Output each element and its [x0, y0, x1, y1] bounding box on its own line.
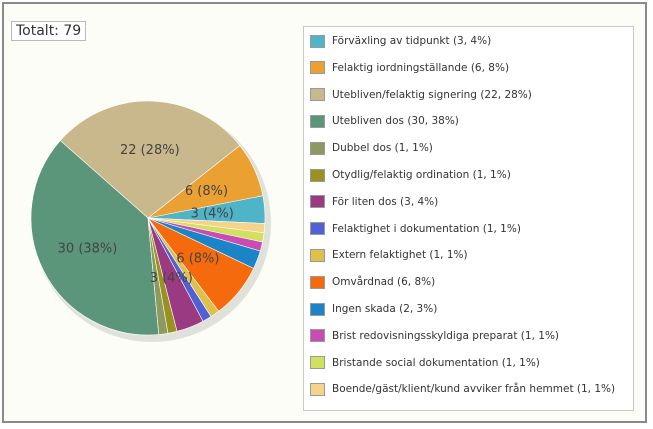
- legend-swatch-4: [310, 114, 325, 128]
- legend-label-3: Utebliven/felaktig signering (22, 28%): [332, 88, 532, 101]
- legend-label-14: Boende/gäst/klient/kund avviker från hem…: [332, 383, 616, 396]
- slice-data-label-2: 6 (8%): [185, 184, 228, 199]
- pie-slice-4[interactable]: [30, 140, 160, 336]
- legend-item-12[interactable]: Brist redovisningsskyldiga preparat (1, …: [310, 327, 559, 345]
- legend-item-2[interactable]: Felaktig iordningställande (6, 8%): [310, 59, 509, 77]
- legend-swatch-12: [310, 329, 325, 343]
- legend-swatch-5: [310, 141, 325, 155]
- slice-data-label-7: 3 (4%): [150, 271, 193, 286]
- slice-data-label-3: 22 (28%): [120, 143, 180, 158]
- legend-item-6[interactable]: Otydlig/felaktig ordination (1, 1%): [310, 166, 511, 184]
- legend-item-11[interactable]: Ingen skada (2, 3%): [310, 300, 437, 318]
- legend-label-4: Utebliven dos (30, 38%): [332, 115, 459, 128]
- legend-item-8[interactable]: Felaktighet i dokumentation (1, 1%): [310, 220, 521, 238]
- legend-label-1: Förväxling av tidpunkt (3, 4%): [332, 35, 492, 47]
- legend-swatch-14: [310, 382, 325, 396]
- legend-swatch-13: [310, 356, 325, 370]
- total-label: Totalt: 79: [11, 21, 87, 41]
- legend-label-10: Omvårdnad (6, 8%): [332, 276, 436, 289]
- legend-label-2: Felaktig iordningställande (6, 8%): [332, 61, 510, 74]
- legend-swatch-3: [310, 88, 325, 102]
- chart-frame: Totalt: 79 3 (4%) 6 (8%) 22 (28%) 30 (38%) 3…: [2, 2, 647, 423]
- legend-swatch-9: [310, 248, 325, 262]
- legend-item-1[interactable]: Förväxling av tidpunkt (3, 4%): [310, 32, 491, 50]
- legend-label-13: Bristande social dokumentation (1, 1%): [332, 356, 540, 369]
- legend-item-14[interactable]: Boende/gäst/klient/kund avviker från hem…: [310, 380, 615, 398]
- legend-item-4[interactable]: Utebliven dos (30, 38%): [310, 112, 459, 130]
- legend-swatch-10: [310, 275, 325, 289]
- legend-label-6: Otydlig/felaktig ordination (1, 1%): [332, 169, 511, 181]
- legend-item-7[interactable]: För liten dos (3, 4%): [310, 193, 438, 211]
- pie-chart: 3 (4%) 6 (8%) 22 (28%) 30 (38%) 3 (4%) 6 (8%): [30, 100, 271, 342]
- legend-swatch-11: [310, 302, 325, 316]
- slice-data-label-10: 6 (8%): [176, 252, 219, 267]
- legend: Förväxling av tidpunkt (3, 4%) Felaktig i…: [303, 26, 634, 411]
- slice-data-label-4: 30 (38%): [58, 242, 118, 257]
- legend-item-5[interactable]: Dubbel dos (1, 1%): [310, 139, 433, 157]
- slice-data-label-1: 3 (4%): [191, 206, 234, 221]
- legend-swatch-8: [310, 222, 325, 236]
- legend-item-9[interactable]: Extern felaktighet (1, 1%): [310, 246, 468, 264]
- legend-label-7: För liten dos (3, 4%): [332, 195, 439, 208]
- legend-label-8: Felaktighet i dokumentation (1, 1%): [332, 222, 521, 235]
- legend-swatch-6: [310, 168, 325, 182]
- legend-label-5: Dubbel dos (1, 1%): [332, 142, 433, 155]
- legend-label-11: Ingen skada (2, 3%): [332, 303, 438, 315]
- legend-swatch-2: [310, 61, 325, 75]
- legend-item-10[interactable]: Omvårdnad (6, 8%): [310, 273, 435, 291]
- pie-slice-14[interactable]: [147, 217, 266, 234]
- legend-swatch-1: [310, 34, 325, 48]
- legend-label-12: Brist redovisningsskyldiga preparat (1, …: [332, 329, 560, 342]
- legend-item-3[interactable]: Utebliven/felaktig signering (22, 28%): [310, 86, 532, 104]
- legend-label-9: Extern felaktighet (1, 1%): [332, 249, 468, 262]
- legend-item-13[interactable]: Bristande social dokumentation (1, 1%): [310, 354, 540, 372]
- legend-swatch-7: [310, 195, 325, 209]
- pie-slice-3[interactable]: [59, 100, 241, 219]
